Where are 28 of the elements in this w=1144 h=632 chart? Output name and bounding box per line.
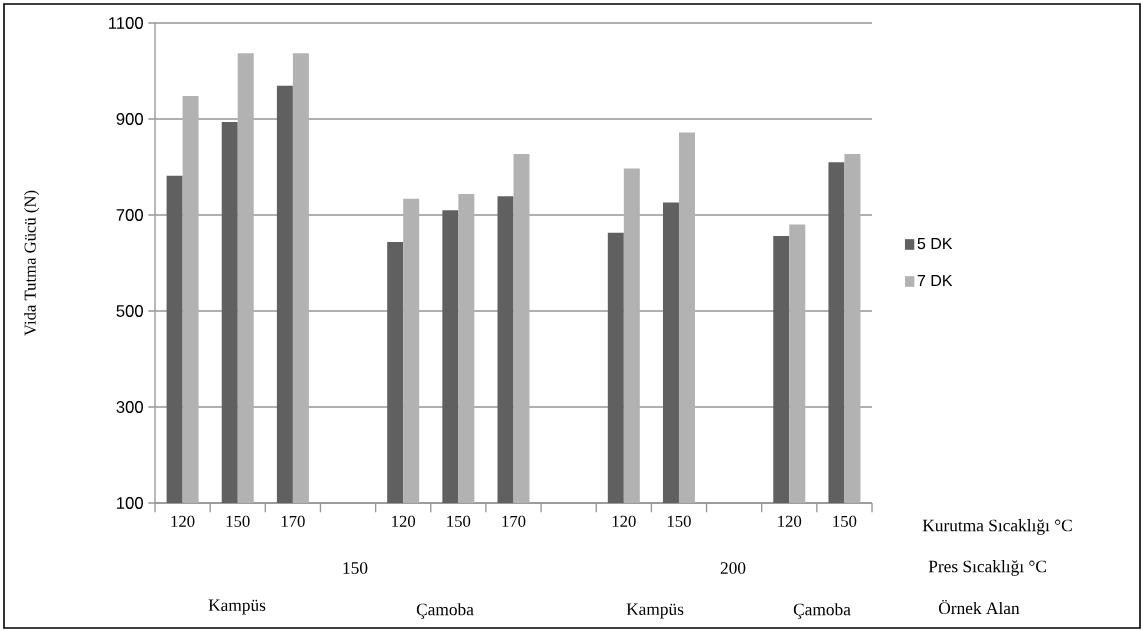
x-tick-label: 150 [447, 515, 471, 527]
text: Kampüs [208, 599, 266, 615]
x-tick-label: 170 [281, 515, 305, 527]
y-tick-label: 300 [116, 401, 143, 413]
y-tick-label: 500 [116, 305, 143, 317]
x-tick-label: 120 [171, 515, 195, 527]
y-tick-label: 900 [116, 113, 143, 125]
y-tick-label: 100 [117, 497, 143, 509]
text: Örnek Alan [938, 599, 1020, 615]
legend-label: 7 DK [917, 275, 953, 286]
x-tick-label: 120 [392, 515, 416, 527]
y-tick-label: 700 [116, 209, 143, 221]
text: Pres Sıcaklığı °C [928, 560, 1046, 576]
y-tick-label: 1100 [109, 17, 143, 29]
x-tick-label: 170 [502, 515, 526, 527]
text: 150 [343, 562, 368, 574]
legend-label: 5 DK [917, 238, 953, 250]
text: 200 [720, 562, 746, 574]
text: Çamoba [416, 603, 474, 619]
text: Kampüs [626, 603, 684, 619]
x-tick-label: 120 [778, 515, 802, 527]
x-tick-label: 120 [612, 515, 636, 527]
text: Çamoba [793, 603, 851, 619]
text: Kurutma Sıcaklığı °C [922, 519, 1072, 535]
x-tick-label: 150 [226, 515, 250, 527]
x-tick-label: 150 [833, 515, 857, 527]
y-axis-title: Vida Tutma Gücü (N) [24, 190, 40, 336]
x-tick-label: 150 [667, 515, 691, 527]
